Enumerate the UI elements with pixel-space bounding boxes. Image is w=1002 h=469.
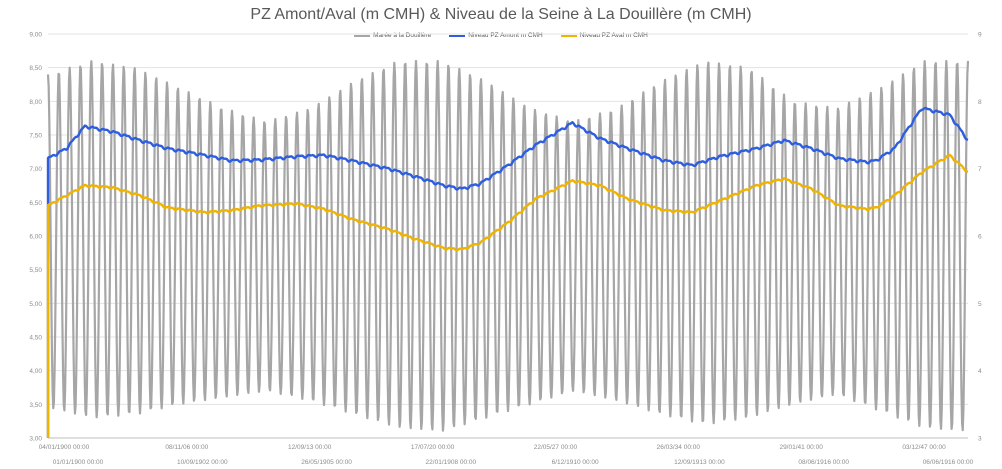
- y-tick-left: 6,50: [29, 200, 42, 207]
- y-tick-left: 7,00: [29, 166, 42, 173]
- series-line-maree: [46, 59, 970, 432]
- legend-label: Niveau PZ Amont m CMH: [468, 32, 543, 39]
- y-tick-left: 4,50: [29, 335, 42, 342]
- y-tick-left: 3,00: [29, 436, 42, 443]
- x-tick-label: 03/12/47 00:00: [902, 444, 946, 451]
- y-tick-left: 5,50: [29, 267, 42, 274]
- legend: Marée à la Douillère Niveau PZ Amont m CM…: [0, 32, 1002, 39]
- series-line-pz-aval: [46, 153, 969, 438]
- y-tick-right: 7: [978, 166, 982, 173]
- x-tick-label: 12/09/13 00:00: [288, 444, 332, 451]
- legend-item: Marée à la Douillère: [354, 32, 431, 39]
- x-tick-label: 08/11/06 00:00: [165, 444, 208, 451]
- x-tick-label: 6/12/1910 00:00: [552, 459, 599, 466]
- y-tick-left: 8,00: [29, 99, 42, 106]
- y-tick-right: 3: [978, 436, 982, 443]
- series-line-pz-amont: [46, 106, 969, 438]
- y-tick-left: 5,00: [29, 301, 42, 308]
- x-tick-label: 01/01/1900 00:00: [53, 459, 104, 466]
- y-tick-left: 3,50: [29, 402, 42, 409]
- y-tick-left: 6,00: [29, 234, 42, 241]
- legend-swatch: [354, 34, 371, 37]
- x-tick-label: 06/06/1916 00:00: [923, 459, 974, 466]
- y-tick-right: 5: [978, 301, 982, 308]
- x-tick-label: 29/01/41 00:00: [779, 444, 823, 451]
- x-tick-label: 22/01/1908 00:00: [426, 459, 477, 466]
- y-tick-left: 9,00: [29, 32, 42, 39]
- x-tick-label: 08/06/1916 00:00: [798, 459, 849, 466]
- y-tick-right: 6: [978, 234, 982, 241]
- x-tick-label: 17/07/20 00:00: [411, 444, 455, 451]
- x-tick-label: 26/03/34 00:00: [657, 444, 701, 451]
- legend-swatch: [560, 34, 577, 37]
- x-tick-label: 26/05/1905 00:00: [301, 459, 352, 466]
- x-tick-label: 22/05/27 00:00: [534, 444, 578, 451]
- legend-label: Niveau PZ Aval m CMH: [579, 32, 648, 39]
- legend-item: Niveau PZ Aval m CMH: [560, 32, 648, 39]
- legend-item: Niveau PZ Amont m CMH: [449, 32, 543, 39]
- y-tick-left: 4,00: [29, 368, 42, 375]
- legend-swatch: [449, 34, 466, 37]
- legend-label: Marée à la Douillère: [373, 32, 432, 39]
- y-tick-left: 7,50: [29, 133, 42, 140]
- y-tick-right: 4: [978, 368, 982, 375]
- y-tick-left: 8,50: [29, 65, 42, 72]
- x-tick-label: 04/01/1900 00:00: [39, 444, 90, 451]
- x-tick-label: 10/09/1902 00:00: [177, 459, 228, 466]
- y-tick-right: 9: [978, 32, 982, 39]
- y-tick-right: 8: [978, 99, 982, 106]
- chart-title: PZ Amont/Aval (m CMH) & Niveau de la Sei…: [250, 6, 752, 23]
- x-tick-label: 12/09/1913 00:00: [674, 459, 725, 466]
